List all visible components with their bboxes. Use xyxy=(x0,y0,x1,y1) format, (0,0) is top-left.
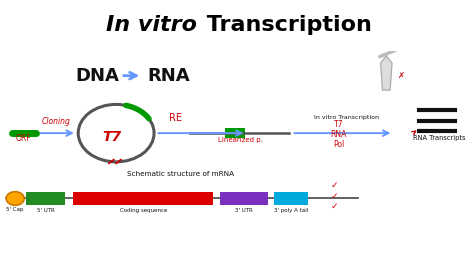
Bar xyxy=(274,192,308,205)
Bar xyxy=(225,128,245,138)
Text: ✓: ✓ xyxy=(330,202,338,211)
Polygon shape xyxy=(381,56,392,90)
Text: In vitro Transcription: In vitro Transcription xyxy=(313,115,379,120)
Text: 3' poly A tail: 3' poly A tail xyxy=(274,208,308,213)
Bar xyxy=(73,192,213,205)
Text: ✓: ✓ xyxy=(330,181,338,190)
Text: 5' UTR: 5' UTR xyxy=(36,208,55,213)
Text: RE: RE xyxy=(169,113,182,123)
Text: RNA Transcripts: RNA Transcripts xyxy=(413,135,466,141)
Text: T7: T7 xyxy=(103,130,122,144)
Text: ✓: ✓ xyxy=(330,192,338,201)
Bar xyxy=(26,192,65,205)
Text: Transcription: Transcription xyxy=(199,15,372,35)
Text: Linearized p.: Linearized p. xyxy=(218,137,263,143)
Text: DNA: DNA xyxy=(75,67,119,85)
Text: Schematic structure of mRNA: Schematic structure of mRNA xyxy=(127,171,234,177)
Text: RNA: RNA xyxy=(147,67,190,85)
Text: T7
RNA
Pol: T7 RNA Pol xyxy=(331,120,347,149)
Text: ORF: ORF xyxy=(16,134,31,143)
Text: Cloning: Cloning xyxy=(42,117,70,126)
Text: In vitro: In vitro xyxy=(106,15,197,35)
Text: ✗: ✗ xyxy=(397,70,404,80)
Text: Coding sequence: Coding sequence xyxy=(120,208,167,213)
Text: 5' Cap: 5' Cap xyxy=(7,207,24,212)
Circle shape xyxy=(6,192,24,205)
Text: 3' UTR: 3' UTR xyxy=(235,208,253,213)
Bar xyxy=(220,192,268,205)
